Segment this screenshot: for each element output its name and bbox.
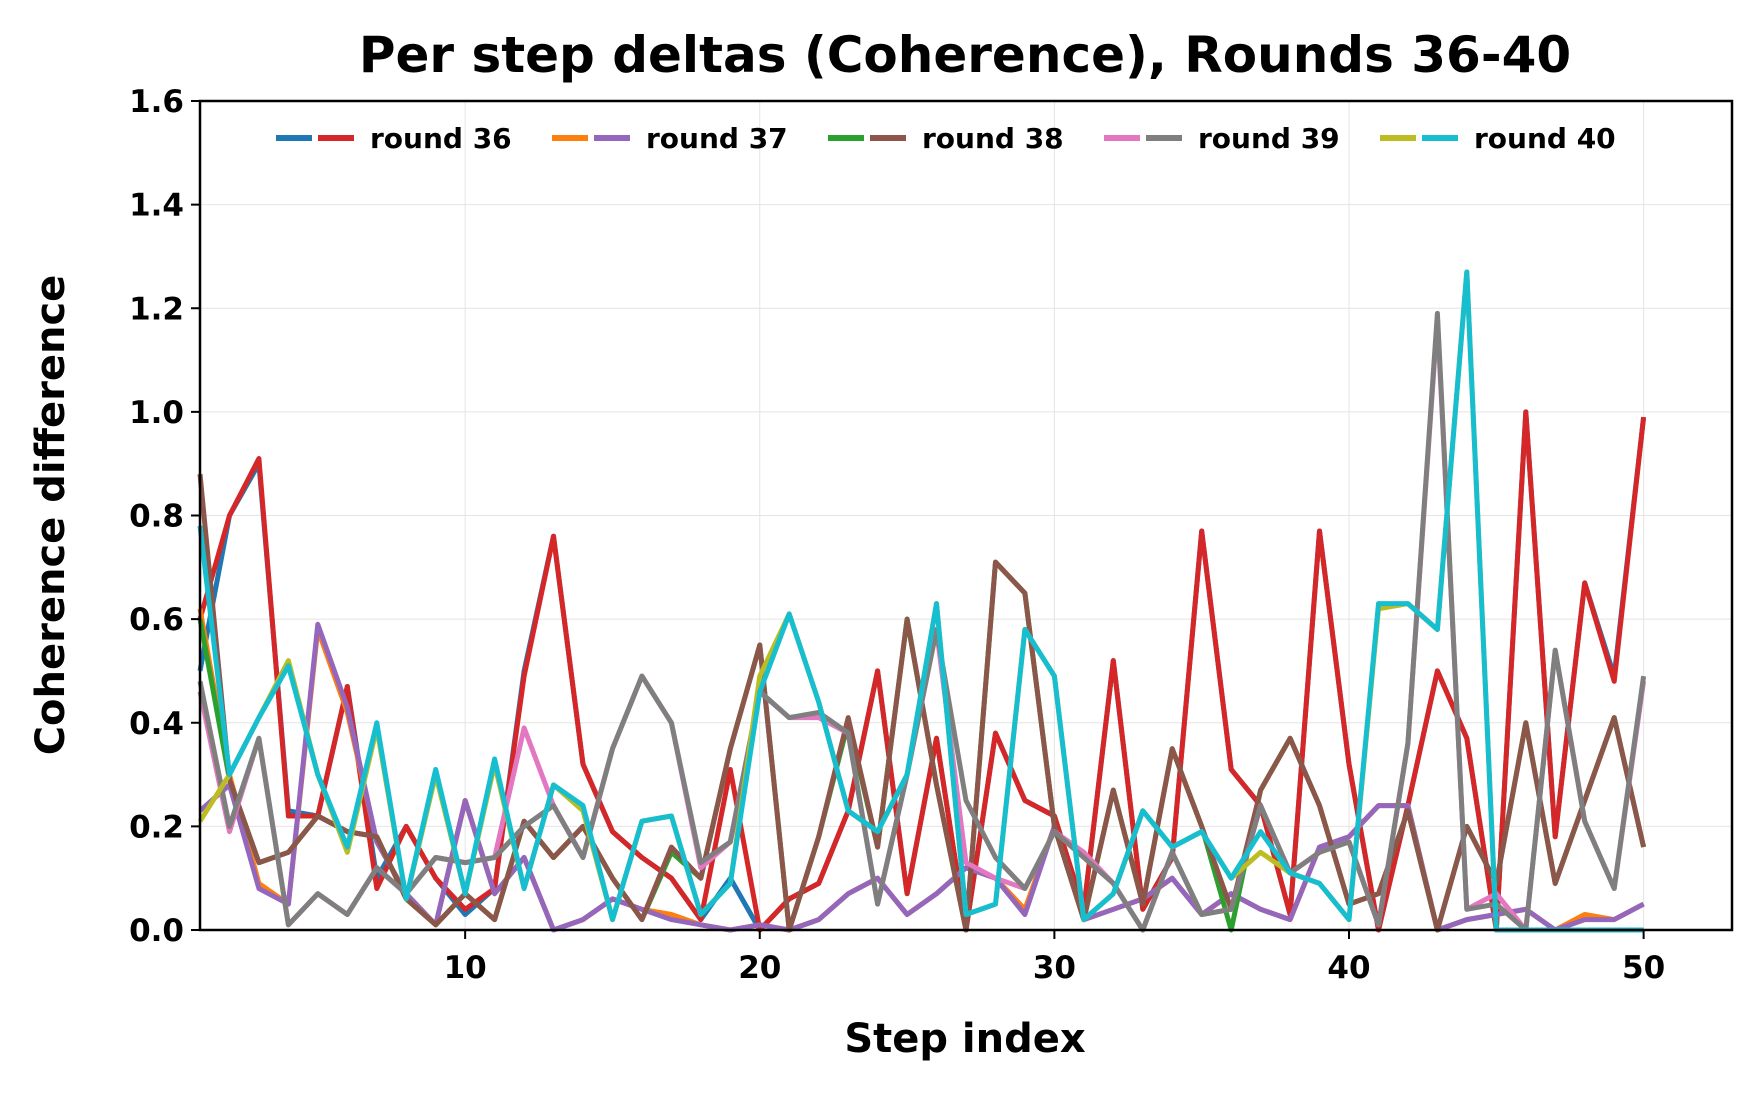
legend-label: round 37 bbox=[646, 122, 788, 155]
x-tick-label: 30 bbox=[1033, 950, 1076, 986]
legend-label: round 40 bbox=[1474, 122, 1616, 155]
y-axis-label: Coherence difference bbox=[28, 275, 74, 756]
series-line-4 bbox=[198, 621, 1645, 933]
x-tick-label: 50 bbox=[1622, 950, 1665, 986]
chart-title: Per step deltas (Coherence), Rounds 36-4… bbox=[359, 26, 1571, 84]
x-tick-label: 10 bbox=[444, 950, 487, 986]
y-tick-label: 0.0 bbox=[129, 913, 184, 949]
axis-ticks: 10 20 30 40 50 0.0 0.2 0.4 0.6 0.8 1.0 1.2 1.4 1.6 bbox=[129, 84, 1665, 986]
series-lines bbox=[197, 269, 1647, 933]
series-line-7 bbox=[197, 316, 1647, 933]
series-line-9 bbox=[197, 269, 1644, 933]
legend: round 36 round 37 round 38 round 39 round 40 bbox=[276, 122, 1616, 155]
x-tick-label: 40 bbox=[1327, 950, 1370, 986]
x-tick-label: 20 bbox=[738, 950, 781, 986]
y-tick-label: 1.2 bbox=[129, 291, 184, 327]
x-axis-label: Step index bbox=[844, 1016, 1086, 1062]
y-tick-label: 1.4 bbox=[129, 188, 184, 224]
legend-label: round 36 bbox=[370, 122, 512, 155]
y-tick-label: 0.8 bbox=[129, 499, 184, 535]
y-tick-label: 0.6 bbox=[129, 602, 184, 638]
y-tick-label: 0.2 bbox=[129, 809, 184, 845]
y-tick-label: 0.4 bbox=[129, 706, 184, 742]
series-line-10 bbox=[197, 269, 1644, 933]
legend-label: round 39 bbox=[1198, 122, 1340, 155]
y-tick-label: 1.6 bbox=[129, 84, 184, 120]
legend-label: round 38 bbox=[922, 122, 1064, 155]
y-tick-label: 1.0 bbox=[129, 395, 184, 431]
